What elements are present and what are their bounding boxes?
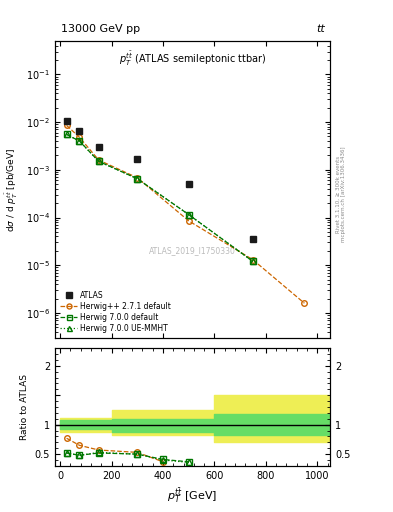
Herwig++ 2.7.1 default	[251, 257, 255, 263]
Herwig 7.0.0 UE-MMHT	[135, 176, 140, 182]
Herwig++ 2.7.1 default	[77, 134, 82, 140]
Herwig++ 2.7.1 default	[302, 300, 307, 306]
Line: ATLAS: ATLAS	[63, 118, 256, 242]
ATLAS	[135, 156, 140, 162]
Herwig 7.0.0 default	[96, 158, 101, 164]
Herwig 7.0.0 default	[77, 138, 82, 144]
Herwig 7.0.0 default	[64, 132, 69, 138]
Y-axis label: Ratio to ATLAS: Ratio to ATLAS	[20, 374, 29, 440]
Text: tt: tt	[316, 24, 325, 34]
Herwig++ 2.7.1 default	[64, 122, 69, 129]
Herwig++ 2.7.1 default	[186, 218, 191, 224]
Herwig 7.0.0 default	[251, 259, 255, 265]
ATLAS	[96, 144, 101, 150]
Line: Herwig 7.0.0 default: Herwig 7.0.0 default	[64, 132, 256, 264]
Herwig 7.0.0 UE-MMHT	[186, 211, 191, 218]
Herwig++ 2.7.1 default	[135, 175, 140, 181]
Herwig 7.0.0 UE-MMHT	[77, 138, 82, 144]
Line: Herwig++ 2.7.1 default: Herwig++ 2.7.1 default	[64, 123, 307, 306]
Legend: ATLAS, Herwig++ 2.7.1 default, Herwig 7.0.0 default, Herwig 7.0.0 UE-MMHT: ATLAS, Herwig++ 2.7.1 default, Herwig 7.…	[59, 289, 173, 334]
Herwig 7.0.0 UE-MMHT	[251, 259, 255, 265]
Herwig 7.0.0 UE-MMHT	[96, 158, 101, 164]
Herwig 7.0.0 UE-MMHT	[64, 132, 69, 138]
ATLAS	[186, 181, 191, 187]
Herwig 7.0.0 default	[135, 176, 140, 182]
Herwig++ 2.7.1 default	[96, 157, 101, 163]
ATLAS	[77, 128, 82, 134]
Line: Herwig 7.0.0 UE-MMHT: Herwig 7.0.0 UE-MMHT	[64, 132, 256, 264]
ATLAS	[64, 118, 69, 124]
X-axis label: $p_T^{\bar{tt}}$ [GeV]: $p_T^{\bar{tt}}$ [GeV]	[167, 486, 218, 505]
Text: $p_T^{t\bar{t}}$ (ATLAS semileptonic ttbar): $p_T^{t\bar{t}}$ (ATLAS semileptonic ttb…	[119, 50, 266, 68]
Text: mcplots.cern.ch [arXiv:1306.3436]: mcplots.cern.ch [arXiv:1306.3436]	[341, 147, 346, 242]
Herwig 7.0.0 default	[186, 211, 191, 218]
ATLAS	[251, 236, 255, 242]
Text: ATLAS_2019_I1750330: ATLAS_2019_I1750330	[149, 246, 236, 255]
Y-axis label: d$\sigma$ / d $p_T^{t\bar{t}}$ [pb/GeV]: d$\sigma$ / d $p_T^{t\bar{t}}$ [pb/GeV]	[4, 147, 20, 231]
Text: Rivet 3.1.10, ≥ 300k events: Rivet 3.1.10, ≥ 300k events	[336, 156, 341, 233]
Text: 13000 GeV pp: 13000 GeV pp	[61, 24, 140, 34]
